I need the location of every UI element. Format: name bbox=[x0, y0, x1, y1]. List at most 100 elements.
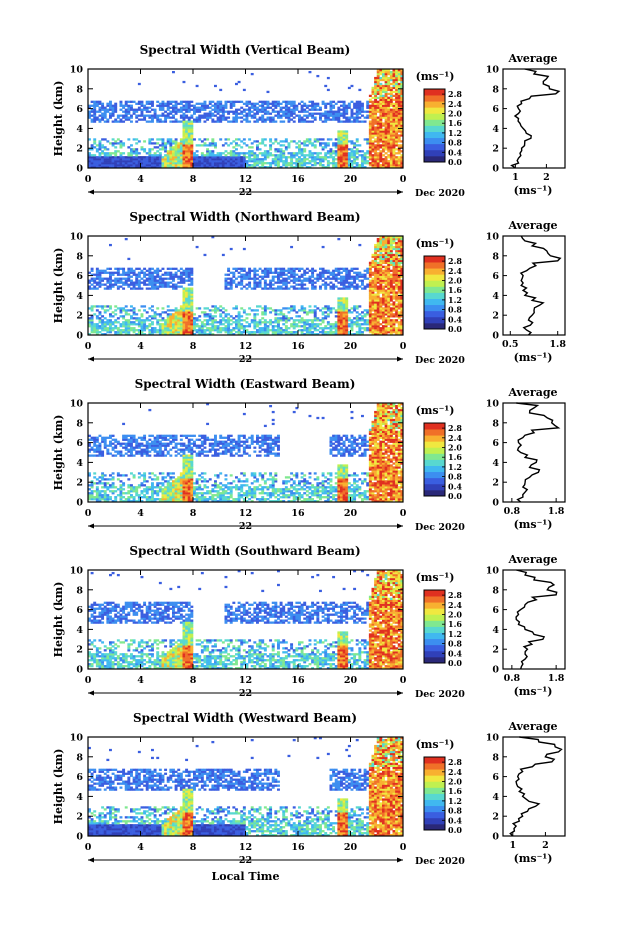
heatmap-cell bbox=[347, 86, 351, 90]
heatmap-cell bbox=[376, 118, 380, 121]
heatmap-cell bbox=[253, 162, 257, 165]
heatmap-cell bbox=[158, 160, 162, 163]
heatmap-cell bbox=[337, 237, 341, 241]
heatmap-cell bbox=[279, 313, 283, 316]
heatmap-cell bbox=[400, 134, 404, 137]
heatmap-cell bbox=[397, 134, 401, 137]
heatmap-cell bbox=[182, 325, 186, 328]
heatmap-cell bbox=[305, 311, 309, 314]
heatmap-cell bbox=[313, 329, 317, 332]
heatmap-cell bbox=[371, 106, 375, 109]
heatmap-cell bbox=[161, 267, 165, 270]
heatmap-cell bbox=[182, 136, 186, 139]
heatmap-cell bbox=[187, 305, 191, 308]
heatmap-cell bbox=[248, 283, 252, 286]
heatmap-cell bbox=[172, 110, 175, 113]
heatmap-cell bbox=[300, 150, 304, 153]
heatmap-cell bbox=[127, 277, 131, 280]
heatmap-cell bbox=[151, 333, 154, 336]
heatmap-cell bbox=[101, 307, 105, 310]
heatmap-cell bbox=[90, 283, 94, 286]
heatmap-cell bbox=[389, 110, 393, 113]
heatmap-cell bbox=[240, 164, 244, 167]
heatmap-cell bbox=[232, 162, 236, 165]
heatmap-cell bbox=[216, 325, 220, 328]
heatmap-cell bbox=[156, 158, 160, 161]
heatmap-cell bbox=[395, 307, 399, 310]
heatmap-cell bbox=[95, 325, 99, 328]
heatmap-cell bbox=[282, 150, 286, 153]
heatmap-cell bbox=[111, 156, 115, 159]
heatmap-cell bbox=[235, 114, 238, 117]
heatmap-cell bbox=[269, 279, 273, 282]
heatmap-cell bbox=[384, 120, 388, 123]
heatmap-cell bbox=[342, 275, 346, 278]
heatmap-cell bbox=[237, 138, 241, 141]
heatmap-cell bbox=[266, 150, 270, 153]
heatmap-cell bbox=[274, 120, 278, 123]
heatmap-cell bbox=[384, 106, 388, 109]
date-arrow-left bbox=[88, 189, 94, 195]
heatmap-cell bbox=[271, 102, 275, 105]
heatmap-cell bbox=[187, 120, 191, 123]
heatmap-cell bbox=[384, 128, 388, 131]
heatmap-cell bbox=[324, 269, 328, 272]
heatmap-cell bbox=[337, 148, 341, 151]
colorbar-swatch bbox=[424, 262, 445, 269]
heatmap-cell bbox=[287, 156, 291, 159]
heatmap-cell bbox=[340, 305, 343, 308]
heatmap-cell bbox=[169, 146, 173, 149]
heatmap-cell bbox=[303, 273, 307, 276]
heatmap-cell bbox=[303, 164, 307, 167]
heatmap-cell bbox=[382, 241, 385, 245]
heatmap-cell bbox=[342, 307, 346, 310]
heatmap-cell bbox=[400, 82, 404, 86]
heatmap-cell bbox=[368, 122, 372, 125]
heatmap-cell bbox=[90, 110, 94, 113]
heatmap-cell bbox=[151, 148, 154, 151]
heatmap-cell bbox=[166, 327, 170, 330]
heatmap-cell bbox=[358, 106, 362, 109]
heatmap-cell bbox=[400, 249, 404, 253]
heatmap-cell bbox=[366, 321, 370, 324]
heatmap-cell bbox=[384, 144, 388, 147]
heatmap-cell bbox=[305, 319, 309, 322]
heatmap-cell bbox=[156, 116, 160, 119]
heatmap-cell bbox=[242, 273, 246, 276]
heatmap-cell bbox=[382, 124, 385, 127]
heatmap-cell bbox=[93, 118, 97, 121]
heatmap-cell bbox=[384, 136, 388, 139]
heatmap-cell bbox=[103, 154, 107, 157]
heatmap-cell bbox=[382, 94, 385, 98]
heatmap-cell bbox=[290, 245, 294, 249]
heatmap-cell bbox=[350, 156, 354, 159]
heatmap-cell bbox=[169, 323, 173, 326]
heatmap-cell bbox=[103, 120, 107, 123]
profile-title: Average bbox=[507, 52, 557, 65]
heatmap-cell bbox=[379, 116, 383, 119]
heatmap-cell bbox=[177, 152, 181, 155]
heatmap-cell bbox=[190, 154, 194, 157]
heatmap-cell bbox=[303, 118, 307, 121]
heatmap-cell bbox=[379, 265, 383, 268]
heatmap-cell bbox=[319, 112, 322, 115]
heatmap-cell bbox=[190, 142, 194, 145]
heatmap-cell bbox=[135, 333, 139, 336]
heatmap-cell bbox=[382, 255, 385, 259]
heatmap-cell bbox=[376, 148, 380, 151]
heatmap-cell bbox=[395, 271, 399, 274]
heatmap-cell bbox=[137, 321, 141, 324]
heatmap-cell bbox=[397, 140, 401, 143]
heatmap-cell bbox=[397, 102, 401, 105]
heatmap-cell bbox=[305, 140, 309, 143]
heatmap-cell bbox=[169, 271, 173, 274]
heatmap-cell bbox=[392, 84, 396, 88]
heatmap-cell bbox=[361, 315, 364, 318]
heatmap-cell bbox=[300, 118, 304, 121]
heatmap-cell bbox=[395, 283, 399, 286]
heatmap-cell bbox=[345, 277, 349, 280]
heatmap-cell bbox=[400, 273, 404, 276]
heatmap-cell bbox=[145, 319, 149, 322]
heatmap-cell bbox=[127, 267, 131, 270]
heatmap-cell bbox=[311, 275, 315, 278]
